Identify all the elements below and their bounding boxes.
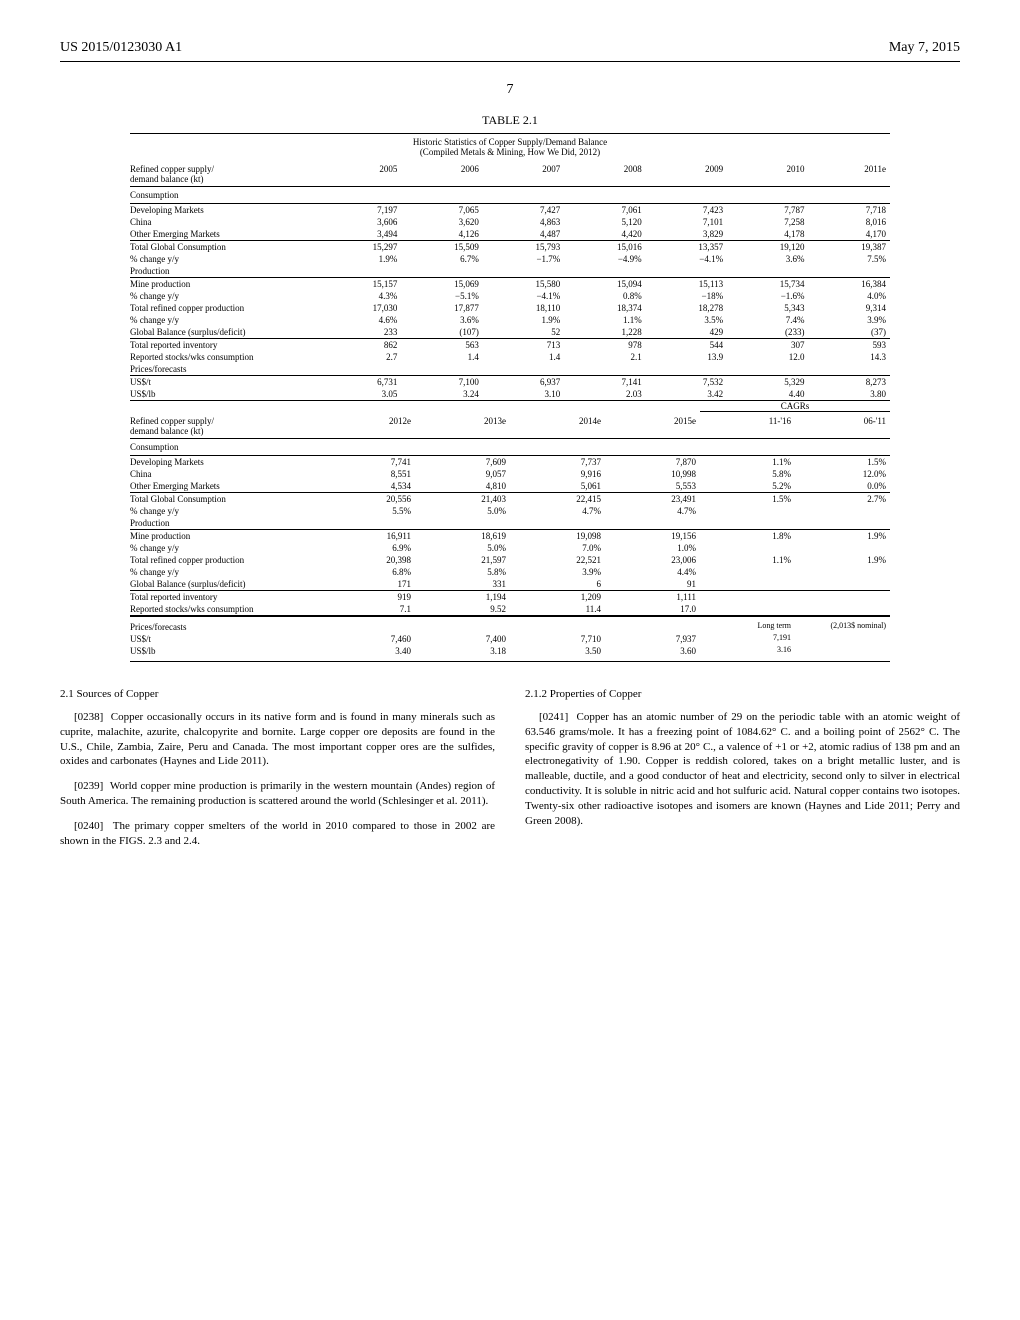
prices-block: Prices/forecasts Long term (2,013$ nomin… (130, 616, 890, 662)
table-row: US$/t7,4607,4007,7107,9377,191 (130, 633, 890, 645)
table-row: Total reported inventory8625637139785443… (130, 339, 890, 351)
year-col: 2007 (483, 162, 564, 186)
right-column: 2.1.2 Properties of Copper [0241] Copper… (525, 687, 960, 859)
table-row: Global Balance (surplus/deficit)233(107)… (130, 326, 890, 338)
table-head-a: Refined copper supply/ demand balance (k… (130, 162, 890, 187)
table-row: Developing Markets7,1977,0657,4277,0617,… (130, 204, 890, 216)
table-row: Total Global Consumption20,55621,40322,4… (130, 493, 890, 505)
table-row: US$/lb3.053.243.102.033.424.403.80 (130, 388, 890, 400)
left-column: 2.1 Sources of Copper [0238] Copper occa… (60, 687, 495, 859)
table-row: Mine production15,15715,06915,58015,0941… (130, 278, 890, 290)
para-0241: [0241] Copper has an atomic number of 29… (525, 710, 960, 829)
cagr-header: CAGRs (130, 401, 890, 412)
publication-date: May 7, 2015 (889, 40, 960, 56)
table-row: % change y/y6.8%5.8%3.9%4.4% (130, 566, 890, 578)
table-subhead: Historic Statistics of Copper Supply/Dem… (130, 133, 890, 160)
year-col: 2012e (320, 414, 415, 438)
year-col: 2015e (605, 414, 700, 438)
section-label: Consumption (130, 187, 890, 204)
table-row: % change y/y4.3%−5.1%−4.1%0.8%−18%−1.6%4… (130, 290, 890, 302)
year-col: 2013e (415, 414, 510, 438)
body-text: 2.1 Sources of Copper [0238] Copper occa… (60, 687, 960, 859)
header-rule (60, 61, 960, 62)
year-col: 2014e (510, 414, 605, 438)
year-col: 2010 (727, 162, 808, 186)
table-row: Prices/forecasts (130, 363, 890, 375)
table-row: % change y/y6.9%5.0%7.0%1.0% (130, 542, 890, 554)
table-row: China8,5519,0579,91610,9985.8%12.0% (130, 468, 890, 480)
table-row: Reported stocks/wks consumption7.19.5211… (130, 603, 890, 615)
year-col: 2011e (809, 162, 890, 186)
year-col: 2008 (564, 162, 645, 186)
table-row: Total refined copper production17,03017,… (130, 302, 890, 314)
docket-number: US 2015/0123030 A1 (60, 40, 182, 56)
para-0238: [0238] Copper occasionally occurs in its… (60, 710, 495, 769)
table-row: Developing Markets7,7417,6097,7377,8701.… (130, 456, 890, 468)
table-row: Mine production16,91118,61919,09819,1561… (130, 530, 890, 542)
page-number: 7 (60, 82, 960, 98)
year-col: 11-'16 (700, 414, 795, 438)
table-title: TABLE 2.1 (60, 113, 960, 128)
table-row: % change y/y4.6%3.6%1.9%1.1%3.5%7.4%3.9% (130, 314, 890, 326)
table-row: Reported stocks/wks consumption2.71.41.4… (130, 351, 890, 363)
page-header: US 2015/0123030 A1 May 7, 2015 (60, 40, 960, 56)
table-row: Total reported inventory9191,1941,2091,1… (130, 591, 890, 603)
table-row: China3,6063,6204,8635,1207,1017,2588,016 (130, 216, 890, 228)
table-row: Total refined copper production20,39821,… (130, 554, 890, 566)
year-col: 2009 (646, 162, 727, 186)
table-head-b: Refined copper supply/ demand balance (k… (130, 414, 890, 439)
table-row: US$/lb3.403.183.503.603.16 (130, 645, 890, 657)
table-row: Other Emerging Markets3,4944,1264,4874,4… (130, 228, 890, 240)
para-0240: [0240] The primary copper smelters of th… (60, 819, 495, 849)
year-col: 2005 (320, 162, 401, 186)
year-col: 2006 (401, 162, 482, 186)
table-row: US$/t6,7317,1006,9377,1417,5325,3298,273 (130, 376, 890, 388)
table-row: Production (130, 517, 890, 529)
table-row: Production (130, 265, 890, 277)
section-label: Consumption (130, 439, 890, 456)
table-row: Global Balance (surplus/deficit)17133169… (130, 578, 890, 590)
table-2-1: Historic Statistics of Copper Supply/Dem… (130, 133, 890, 662)
year-col: 06-'11 (795, 414, 890, 438)
section-2-1-title: 2.1 Sources of Copper (60, 687, 495, 702)
section-2-1-2-title: 2.1.2 Properties of Copper (525, 687, 960, 702)
table-row: Total Global Consumption15,29715,50915,7… (130, 241, 890, 253)
para-0239: [0239] World copper mine production is p… (60, 779, 495, 809)
table-row: Other Emerging Markets4,5344,8105,0615,5… (130, 480, 890, 492)
table-row: % change y/y5.5%5.0%4.7%4.7% (130, 505, 890, 517)
table-row: % change y/y1.9%6.7%−1.7%−4.9%−4.1%3.6%7… (130, 253, 890, 265)
